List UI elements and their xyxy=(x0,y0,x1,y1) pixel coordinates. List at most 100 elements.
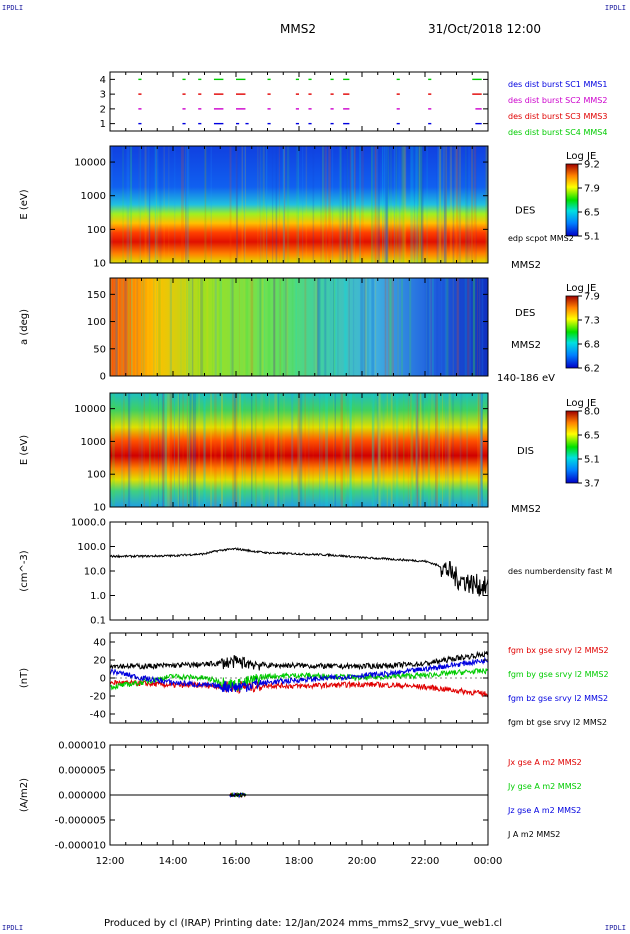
density-y-tick-label: 1000.0 xyxy=(71,518,106,529)
bfield-legend-entry: fgm by gse srvy l2 MMS2 xyxy=(508,670,609,679)
des-pa-streak xyxy=(262,278,265,376)
des-pa-streak xyxy=(444,278,447,376)
dis-e-streak xyxy=(160,393,162,507)
des-e-streak xyxy=(349,146,352,263)
dis-e-streak xyxy=(220,393,221,507)
des-pa-colorbar-tick-label: 6.2 xyxy=(584,364,600,375)
bfield-series-line xyxy=(109,656,489,693)
des-e-overlay-label: edp scpot MMS2 xyxy=(508,234,574,243)
des-e-sc-label: MMS2 xyxy=(511,260,541,271)
des-e-streak xyxy=(241,146,244,263)
dis-e-streak xyxy=(143,393,145,507)
des-e-streak xyxy=(417,146,419,263)
des-e-streak xyxy=(374,146,377,263)
des-e-streak xyxy=(354,146,357,263)
bfield-y-tick-label: 40 xyxy=(93,638,106,649)
des-pa-streak xyxy=(285,278,289,376)
dis-e-streak xyxy=(427,393,430,507)
des-pa-streak xyxy=(316,278,319,376)
des-e-streak xyxy=(454,146,458,263)
dis-e-streak xyxy=(112,393,115,507)
des-e-streak xyxy=(163,146,165,263)
des-pa-streak xyxy=(140,278,142,376)
des-e-streak xyxy=(437,146,440,263)
des-pa-streak xyxy=(317,278,320,376)
des-e-streak xyxy=(353,146,355,263)
dis-e-streak xyxy=(350,393,351,507)
bfield-series-line xyxy=(109,650,488,671)
des-pa-streak xyxy=(295,278,297,376)
burst-y-tick-label: 2 xyxy=(100,104,106,115)
des-pa-streak xyxy=(249,278,251,376)
des-pa-streak xyxy=(169,278,172,376)
des-e-streak xyxy=(438,146,441,263)
current-legend-entry: Jx gse A m2 MMS2 xyxy=(507,758,582,767)
des-pa-streak xyxy=(335,278,338,376)
des-e-streak xyxy=(399,146,401,263)
dis-e-streak xyxy=(378,393,381,507)
dis-e-streak xyxy=(479,393,482,507)
dis-e-streak xyxy=(301,393,303,507)
current-y-tick-label: -0.000005 xyxy=(55,816,106,827)
des-e-streak xyxy=(262,146,265,263)
des-e-streak xyxy=(312,146,315,263)
dis-e-streak xyxy=(169,393,172,507)
dis-e-streak xyxy=(435,393,437,507)
dis-e-streak xyxy=(298,393,300,507)
des-e-streak xyxy=(438,146,440,263)
dis-e-colorbar-tick-label: 8.0 xyxy=(584,407,600,418)
des-e-streak xyxy=(130,146,132,263)
burst-legend-entry: des dist burst SC3 MMS3 xyxy=(508,112,607,121)
des-pa-streak xyxy=(397,278,399,376)
panel-frame xyxy=(109,521,489,621)
dis-e-streak xyxy=(372,393,375,507)
des-pa-y-tick-label: 150 xyxy=(87,290,106,301)
dis-e-streak xyxy=(297,393,299,507)
des-pa-y-axis-title: a (deg) xyxy=(19,309,30,345)
dis-e-streak xyxy=(393,393,396,507)
des-pa-streak xyxy=(188,278,190,376)
dis-e-colorbar-title: Log JE xyxy=(566,398,596,409)
dis-e-streak xyxy=(466,393,468,507)
dis-e-streak xyxy=(395,393,399,507)
dis-e-streak xyxy=(480,393,483,507)
des-pa-y-tick-label: 50 xyxy=(93,344,106,355)
des-e-streak xyxy=(144,146,147,263)
dis-e-streak xyxy=(460,393,463,507)
des-e-streak xyxy=(259,146,261,263)
dis-e-streak xyxy=(416,393,418,507)
dis-e-streak xyxy=(415,393,418,507)
des-e-streak xyxy=(443,146,447,263)
des-pa-streak xyxy=(143,278,146,376)
dis-e-streak xyxy=(255,393,257,507)
dis-e-streak xyxy=(291,393,294,507)
des-e-streak xyxy=(328,146,331,263)
dis-e-streak xyxy=(121,393,124,507)
des-e-streak xyxy=(283,146,285,263)
des-pa-streak xyxy=(428,278,431,376)
des-pa-streak xyxy=(345,278,348,376)
des-e-streak xyxy=(322,146,324,263)
des-e-streak xyxy=(371,146,373,263)
dis-e-streak xyxy=(476,393,479,507)
dis-e-streak xyxy=(224,393,227,507)
dis-e-streak xyxy=(410,393,414,507)
dis-e-streak xyxy=(233,393,235,507)
dis-e-streak xyxy=(148,393,152,507)
des-pa-streak xyxy=(120,278,124,376)
des-pa-streak xyxy=(397,278,400,376)
des-e-streak xyxy=(485,146,488,263)
des-e-streak xyxy=(110,146,112,263)
des-e-streak xyxy=(486,146,488,263)
corner-label-top-right: IPDLI xyxy=(604,4,626,12)
dis-e-streak xyxy=(233,393,237,507)
des-e-streak xyxy=(371,146,375,263)
des-pa-sc-label: MMS2 xyxy=(511,340,541,351)
des-pa-streak xyxy=(214,278,217,376)
des-pa-streak xyxy=(478,278,481,376)
des-e-streak xyxy=(186,146,189,263)
des-pa-streak xyxy=(219,278,223,376)
dis-e-streak xyxy=(177,393,179,507)
des-pa-streak xyxy=(284,278,288,376)
dis-e-streak xyxy=(138,393,141,507)
